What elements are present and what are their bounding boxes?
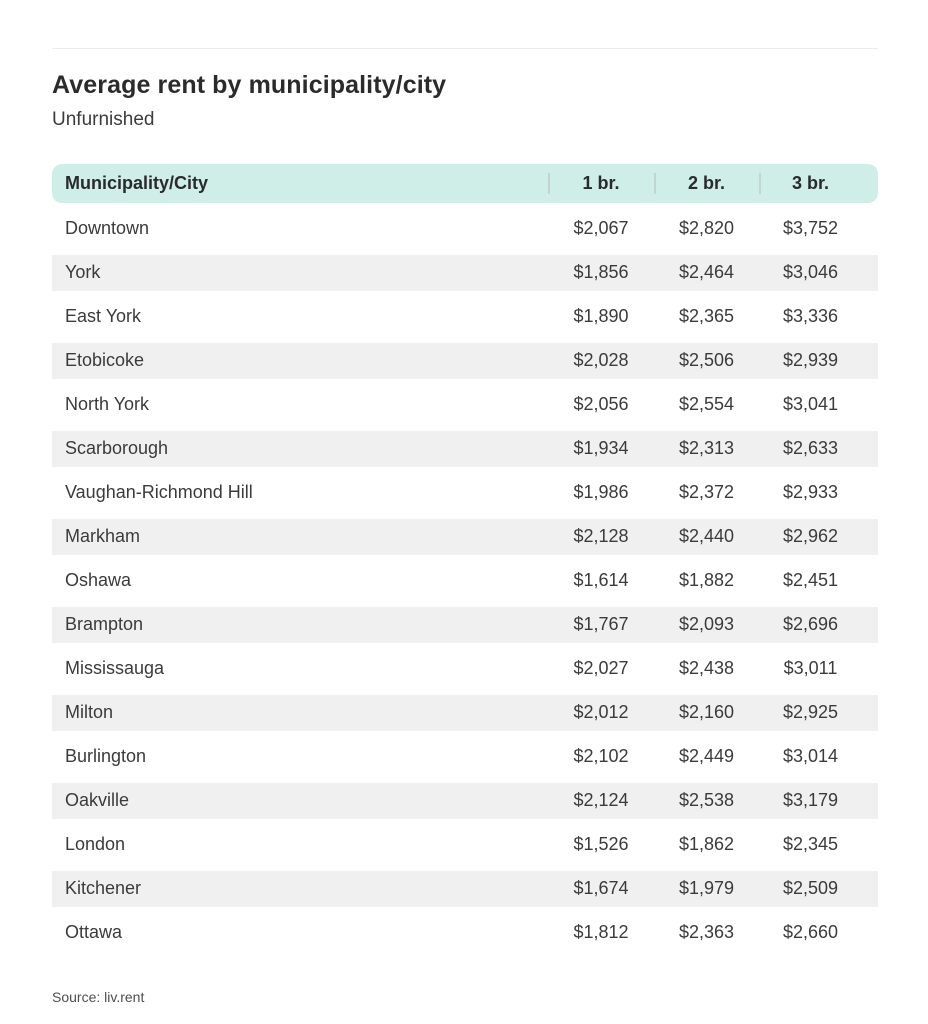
rent-2br-cell: $2,093 — [678, 614, 735, 635]
rent-1br-cell: $1,674 — [573, 878, 629, 899]
table-row: East York $1,890 $2,365 $3,336 — [52, 298, 878, 335]
rent-2br-cell: $2,365 — [678, 306, 735, 327]
rent-3br-cell: $3,041 — [782, 394, 839, 415]
municipality-cell: Etobicoke — [65, 350, 145, 371]
rent-2br-cell: $2,313 — [678, 438, 735, 459]
table-row: York $1,856 $2,464 $3,046 — [52, 254, 878, 291]
rent-1br-cell: $2,056 — [573, 394, 629, 415]
rent-3br-cell: $2,660 — [782, 922, 839, 943]
rent-3br-cell: $2,925 — [782, 702, 839, 723]
municipality-cell: Brampton — [65, 614, 144, 635]
rent-table-card: Average rent by municipality/city Unfurn… — [52, 48, 878, 1005]
table-row: Markham $2,128 $2,440 $2,962 — [52, 518, 878, 555]
rent-1br-cell: $1,614 — [573, 570, 629, 591]
table-row: London $1,526 $1,862 $2,345 — [52, 826, 878, 863]
rent-1br-cell: $2,012 — [573, 702, 629, 723]
municipality-cell: Milton — [65, 702, 114, 723]
rent-3br-cell: $2,451 — [782, 570, 839, 591]
municipality-cell: Mississauga — [65, 658, 165, 679]
rent-2br-cell: $2,440 — [678, 526, 735, 547]
rent-1br-cell: $2,124 — [573, 790, 629, 811]
rent-1br-cell: $2,067 — [573, 218, 629, 239]
rent-2br-cell: $1,882 — [678, 570, 735, 591]
municipality-cell: Scarborough — [65, 438, 169, 459]
rent-2br-cell: $1,862 — [678, 834, 735, 855]
rent-2br-cell: $2,372 — [678, 482, 735, 503]
rent-2br-cell: $2,438 — [678, 658, 735, 679]
rent-2br-cell: $2,538 — [678, 790, 735, 811]
rent-1br-cell: $1,934 — [573, 438, 629, 459]
rent-2br-cell: $2,554 — [678, 394, 735, 415]
rent-2br-cell: $1,979 — [678, 878, 735, 899]
rent-2br-cell: $2,820 — [678, 218, 735, 239]
municipality-cell: Burlington — [65, 746, 147, 767]
top-divider-line — [52, 48, 878, 49]
rent-3br-cell: $2,933 — [782, 482, 839, 503]
municipality-cell: Ottawa — [65, 922, 123, 943]
rent-table: Municipality/City 1 br. 2 br. 3 br. Down… — [52, 163, 878, 955]
rent-1br-cell: $1,986 — [573, 482, 629, 503]
rent-3br-cell: $2,939 — [782, 350, 839, 371]
header-3br: 3 br. — [759, 172, 878, 194]
rent-3br-cell: $3,752 — [782, 218, 839, 239]
rent-3br-cell: $2,345 — [782, 834, 839, 855]
table-row: Oshawa $1,614 $1,882 $2,451 — [52, 562, 878, 599]
rent-3br-cell: $2,696 — [782, 614, 839, 635]
rent-1br-cell: $1,526 — [573, 834, 629, 855]
table-row: Kitchener $1,674 $1,979 $2,509 — [52, 870, 878, 907]
table-row: North York $2,056 $2,554 $3,041 — [52, 386, 878, 423]
rent-3br-cell: $3,336 — [782, 306, 839, 327]
rent-3br-cell: $2,962 — [782, 526, 839, 547]
table-row: Oakville $2,124 $2,538 $3,179 — [52, 782, 878, 819]
municipality-cell: Markham — [65, 526, 141, 547]
table-row: Etobicoke $2,028 $2,506 $2,939 — [52, 342, 878, 379]
rent-3br-cell: $2,633 — [782, 438, 839, 459]
municipality-cell: Kitchener — [65, 878, 142, 899]
rent-3br-cell: $3,046 — [782, 262, 839, 283]
rent-3br-cell: $3,011 — [783, 658, 838, 679]
source-attribution: Source: liv.rent — [52, 988, 145, 1005]
rent-3br-cell: $3,014 — [782, 746, 839, 767]
table-row: Vaughan-Richmond Hill $1,986 $2,372 $2,9… — [52, 474, 878, 511]
rent-1br-cell: $1,767 — [573, 614, 629, 635]
municipality-cell: North York — [65, 394, 150, 415]
table-row: Scarborough $1,934 $2,313 $2,633 — [52, 430, 878, 467]
table-header-row: Municipality/City 1 br. 2 br. 3 br. — [52, 163, 878, 203]
rent-1br-cell: $1,856 — [573, 262, 629, 283]
rent-3br-cell: $3,179 — [782, 790, 839, 811]
rent-1br-cell: $2,102 — [573, 746, 629, 767]
municipality-cell: East York — [65, 306, 142, 327]
municipality-cell: Oakville — [65, 790, 130, 811]
rent-1br-cell: $2,128 — [573, 526, 629, 547]
subtitle: Unfurnished — [52, 109, 155, 130]
municipality-cell: Downtown — [65, 218, 150, 239]
rent-3br-cell: $2,509 — [782, 878, 839, 899]
rent-2br-cell: $2,160 — [678, 702, 735, 723]
rent-2br-cell: $2,464 — [678, 262, 735, 283]
rent-2br-cell: $2,363 — [678, 922, 735, 943]
header-1br: 1 br. — [548, 172, 654, 194]
municipality-cell: Vaughan-Richmond Hill — [65, 482, 253, 503]
rent-2br-cell: $2,449 — [678, 746, 735, 767]
municipality-cell: Oshawa — [65, 570, 132, 591]
rent-1br-cell: $2,027 — [573, 658, 629, 679]
header-2br: 2 br. — [654, 172, 759, 194]
table-row: Brampton $1,767 $2,093 $2,696 — [52, 606, 878, 643]
table-body: Downtown $2,067 $2,820 $3,752 York $1,85… — [52, 207, 878, 955]
rent-1br-cell: $2,028 — [573, 350, 629, 371]
table-row: Burlington $2,102 $2,449 $3,014 — [52, 738, 878, 775]
table-row: Downtown $2,067 $2,820 $3,752 — [52, 210, 878, 247]
rent-1br-cell: $1,812 — [573, 922, 629, 943]
rent-1br-cell: $1,890 — [573, 306, 629, 327]
table-row: Milton $2,012 $2,160 $2,925 — [52, 694, 878, 731]
rent-2br-cell: $2,506 — [678, 350, 735, 371]
municipality-cell: York — [65, 262, 101, 283]
municipality-cell: London — [65, 834, 126, 855]
header-municipality: Municipality/City — [65, 172, 209, 193]
table-row: Ottawa $1,812 $2,363 $2,660 — [52, 914, 878, 951]
table-row: Mississauga $2,027 $2,438 $3,011 — [52, 650, 878, 687]
page-title: Average rent by municipality/city — [52, 71, 447, 99]
